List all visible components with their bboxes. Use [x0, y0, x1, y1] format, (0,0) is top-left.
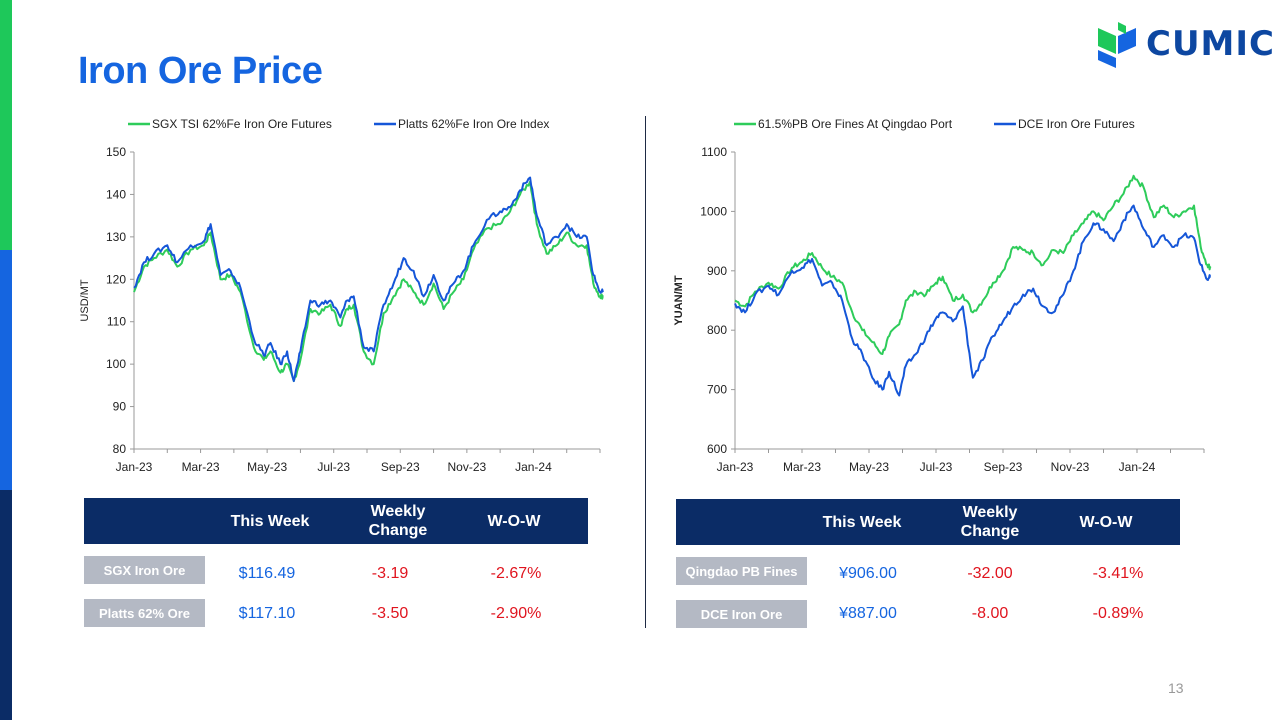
legend-label: DCE Iron Ore Futures [1018, 117, 1135, 131]
row-label: DCE Iron Ore [676, 600, 807, 628]
y-tick-label: 120 [106, 272, 126, 286]
x-tick-label: Mar-23 [182, 460, 220, 474]
y-tick-label: 140 [106, 187, 126, 201]
cell-wow: -2.67% [490, 565, 542, 582]
x-tick-label: May-23 [247, 460, 287, 474]
price-table-yuan: This Week Weekly Change W-O-W Qingdao PB… [676, 499, 1180, 629]
cell-this-week: ¥906.00 [839, 565, 897, 582]
row-label: SGX Iron Ore [84, 556, 205, 584]
cell-wow: -2.90% [490, 605, 542, 622]
row-label: Platts 62% Ore [84, 599, 205, 627]
x-tick-label: Mar-23 [783, 460, 821, 474]
series-line [734, 204, 1212, 397]
logo-icon [1098, 22, 1136, 68]
cell-this-week: ¥887.00 [839, 605, 897, 622]
section-divider [645, 116, 646, 628]
page-title: Iron Ore Price [78, 50, 323, 92]
x-tick-label: Jan-23 [717, 460, 754, 474]
y-tick-label: 700 [707, 383, 727, 397]
y-tick-label: 600 [707, 442, 727, 456]
cell-weekly-change: -3.50 [371, 605, 409, 622]
price-table-usd: This Week Weekly Change W-O-W SGX Iron O… [84, 498, 588, 628]
header-this-week: This Week [822, 513, 902, 531]
y-tick-label: 900 [707, 264, 727, 278]
series-line [133, 176, 605, 383]
cell-weekly-change: -32.00 [967, 565, 1013, 582]
y-tick-label: 130 [106, 230, 126, 244]
header-wow: W-O-W [487, 512, 541, 530]
cell-weekly-change: -8.00 [971, 605, 1009, 622]
table-header: This Week Weekly Change W-O-W [676, 499, 1180, 545]
logo-text: CUMIC [1146, 24, 1275, 64]
cell-this-week: $116.49 [238, 565, 296, 582]
x-tick-label: Jan-24 [1119, 460, 1156, 474]
x-tick-label: Sep-23 [984, 460, 1023, 474]
y-tick-label: 1100 [701, 145, 727, 159]
legend-label: 61.5%PB Ore Fines At Qingdao Port [758, 117, 953, 131]
y-tick-label: 800 [707, 323, 727, 337]
y-axis-label: USD/MT [79, 279, 91, 321]
legend-label: SGX TSI 62%Fe Iron Ore Futures [152, 117, 332, 131]
header-weekly-change: Weekly Change [960, 504, 1020, 540]
page-number: 13 [1168, 680, 1184, 696]
x-tick-label: Jan-24 [515, 460, 552, 474]
chart-usd-iron-ore: SGX TSI 62%Fe Iron Ore Futures Platts 62%… [79, 117, 605, 474]
x-tick-label: May-23 [849, 460, 889, 474]
cell-this-week: $117.10 [238, 605, 296, 622]
x-tick-label: Nov-23 [1051, 460, 1090, 474]
header-weekly-change: Weekly Change [368, 503, 428, 539]
y-tick-label: 90 [113, 400, 127, 414]
y-tick-label: 150 [106, 145, 126, 159]
company-logo: CUMIC [1096, 20, 1274, 70]
cell-wow: -0.89% [1092, 605, 1144, 622]
x-tick-label: Sep-23 [381, 460, 420, 474]
chart-yuan-iron-ore: 61.5%PB Ore Fines At Qingdao Port DCE Iro… [673, 117, 1212, 474]
cell-wow: -3.41% [1092, 565, 1144, 582]
x-tick-label: Jan-23 [116, 460, 153, 474]
row-label: Qingdao PB Fines [676, 557, 807, 585]
x-tick-label: Nov-23 [448, 460, 487, 474]
y-tick-label: 1000 [700, 204, 727, 218]
y-tick-label: 110 [107, 315, 126, 329]
header-wow: W-O-W [1079, 513, 1133, 531]
accent-bar [0, 0, 12, 720]
y-axis-label: YUAN/MT [673, 275, 685, 325]
cell-weekly-change: -3.19 [371, 565, 409, 582]
legend-label: Platts 62%Fe Iron Ore Index [398, 117, 549, 131]
y-tick-label: 100 [106, 357, 126, 371]
x-tick-label: Jul-23 [920, 460, 953, 474]
series-line [734, 174, 1212, 355]
table-header: This Week Weekly Change W-O-W [84, 498, 588, 544]
header-this-week: This Week [230, 512, 310, 530]
y-tick-label: 80 [113, 442, 127, 456]
x-tick-label: Jul-23 [317, 460, 350, 474]
